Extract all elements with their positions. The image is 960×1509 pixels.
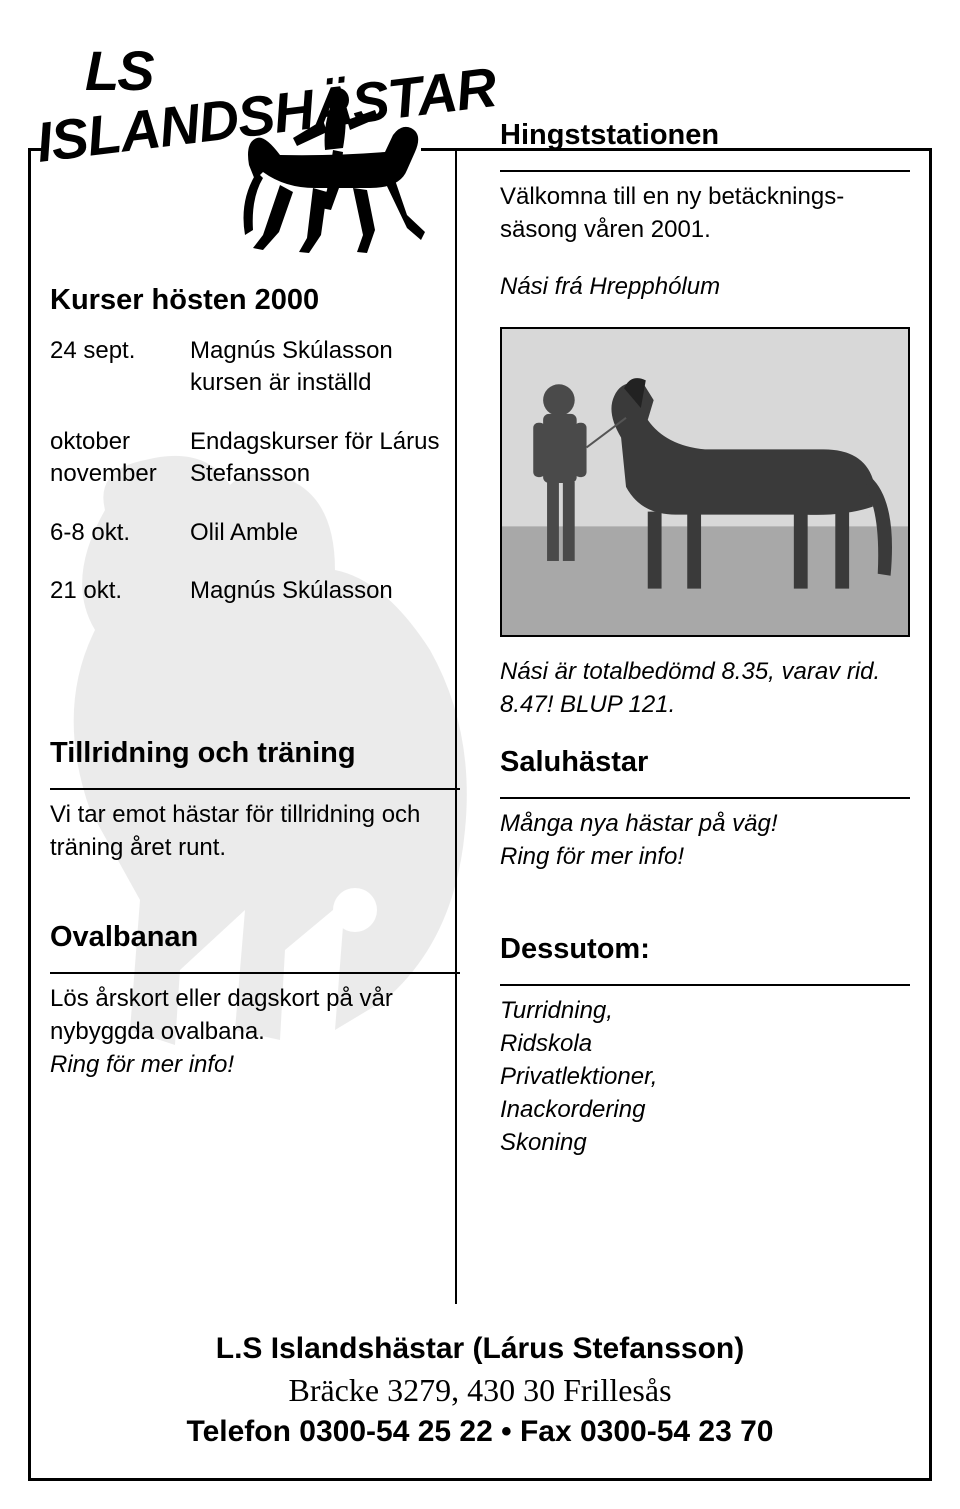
schedule-date: 6-8 okt. [50, 517, 190, 549]
right-column: Hingststationen Välkomna till en ny betä… [490, 85, 910, 1159]
courses-heading: Kurser hösten 2000 [50, 284, 460, 317]
ovalbanan-text2: Ring för mer info! [50, 1048, 460, 1081]
hingst-horse-name: Nási frá Hrepphólum [500, 270, 910, 303]
logo-ls: LS [85, 38, 153, 103]
footer: L.S Islandshästar (Lárus Stefansson) Brä… [50, 1332, 910, 1449]
footer-address: Bräcke 3279, 430 30 Frillesås [50, 1372, 910, 1409]
tillridning-heading: Tillridning och träning [50, 737, 460, 770]
divider [500, 984, 910, 986]
divider [50, 972, 460, 974]
dessutom-item: Turridning, [500, 994, 910, 1027]
saluh-text2: Ring för mer info! [500, 840, 910, 873]
schedule-date: oktober november [50, 426, 190, 491]
schedule-date: 24 sept. [50, 335, 190, 400]
ovalbanan-heading: Ovalbanan [50, 921, 460, 954]
saluh-text1: Många nya hästar på väg! [500, 807, 910, 840]
schedule-row: oktober november Endagskurser för Lárus … [50, 426, 460, 491]
hingst-welcome: Välkomna till en ny betäcknings-säsong v… [500, 180, 910, 246]
dessutom-item: Skoning [500, 1126, 910, 1159]
dessutom-item: Inackordering [500, 1093, 910, 1126]
schedule-row: 24 sept. Magnús Skúlasson kursen är inst… [50, 335, 460, 400]
schedule-row: 21 okt. Magnús Skúlasson [50, 575, 460, 607]
dessutom-item: Privatlektioner, [500, 1060, 910, 1093]
schedule-desc: Magnús Skúlasson [190, 575, 460, 607]
saluh-heading: Saluhästar [500, 746, 910, 779]
hingst-heading: Hingststationen [500, 119, 910, 152]
ovalbanan-text1: Lös årskort eller dagskort på vår nybygg… [50, 982, 460, 1048]
left-column: Kurser hösten 2000 24 sept. Magnús Skúla… [50, 250, 460, 1159]
divider [500, 170, 910, 172]
schedule-desc: Magnús Skúlasson kursen är inställd [190, 335, 460, 400]
divider [500, 797, 910, 799]
dessutom-heading: Dessutom: [500, 933, 910, 966]
stallion-photo [500, 327, 910, 637]
tillridning-text: Vi tar emot hästar för tillridning och t… [50, 798, 460, 864]
course-schedule: 24 sept. Magnús Skúlasson kursen är inst… [50, 335, 460, 607]
schedule-date: 21 okt. [50, 575, 190, 607]
logo-horse-rider-icon [235, 80, 435, 255]
hingst-score: Nási är totalbedömd 8.35, varav rid. 8.4… [500, 655, 910, 721]
schedule-desc: Endagskurser för Lárus Stefansson [190, 426, 460, 491]
schedule-row: 6-8 okt. Olil Amble [50, 517, 460, 549]
footer-business-name: L.S Islandshästar (Lárus Stefansson) [50, 1332, 910, 1366]
footer-phone-fax: Telefon 0300-54 25 22 • Fax 0300-54 23 7… [50, 1415, 910, 1449]
schedule-desc: Olil Amble [190, 517, 460, 549]
dessutom-item: Ridskola [500, 1027, 910, 1060]
divider [50, 788, 460, 790]
